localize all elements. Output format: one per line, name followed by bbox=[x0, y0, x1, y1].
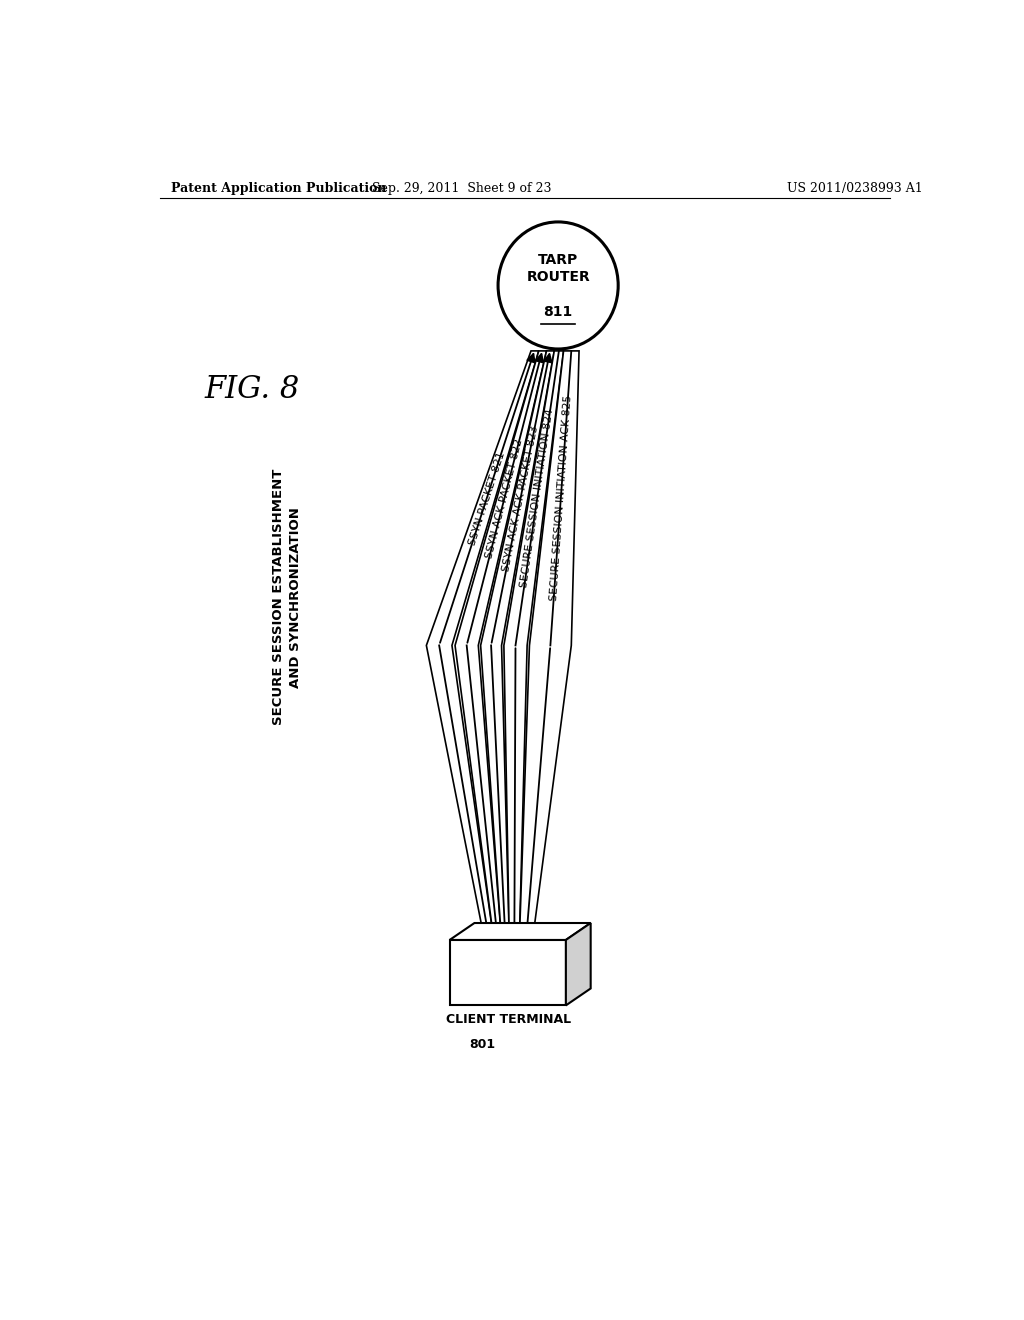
Text: 811: 811 bbox=[544, 305, 572, 319]
Text: Sep. 29, 2011  Sheet 9 of 23: Sep. 29, 2011 Sheet 9 of 23 bbox=[372, 182, 551, 194]
Text: Patent Application Publication: Patent Application Publication bbox=[171, 182, 386, 194]
Text: SECURE SESSION ESTABLISHMENT
AND SYNCHRONIZATION: SECURE SESSION ESTABLISHMENT AND SYNCHRO… bbox=[272, 469, 302, 726]
Polygon shape bbox=[519, 351, 579, 940]
Text: SSYN PACKET 821: SSYN PACKET 821 bbox=[467, 450, 507, 546]
Polygon shape bbox=[450, 923, 591, 940]
Polygon shape bbox=[480, 351, 554, 940]
Bar bbox=[450, 940, 566, 1006]
Text: SSYN ACK ACK PACKET 823: SSYN ACK ACK PACKET 823 bbox=[502, 424, 541, 572]
Polygon shape bbox=[455, 351, 547, 940]
Polygon shape bbox=[566, 923, 591, 1006]
Text: US 2011/0238993 A1: US 2011/0238993 A1 bbox=[786, 182, 923, 194]
Ellipse shape bbox=[498, 222, 618, 348]
Text: CLIENT TERMINAL: CLIENT TERMINAL bbox=[445, 1014, 570, 1026]
Text: SECURE SESSION INITIATION 824: SECURE SESSION INITIATION 824 bbox=[519, 408, 555, 589]
Polygon shape bbox=[426, 351, 539, 940]
Text: TARP
ROUTER: TARP ROUTER bbox=[526, 253, 590, 284]
Text: SECURE SESSION INITIATION ACK 825: SECURE SESSION INITIATION ACK 825 bbox=[549, 395, 573, 602]
Polygon shape bbox=[504, 351, 563, 940]
Text: FIG. 8: FIG. 8 bbox=[205, 374, 300, 405]
Text: 801: 801 bbox=[469, 1038, 496, 1051]
Text: SSYN ACK PACKET 822: SSYN ACK PACKET 822 bbox=[484, 437, 524, 560]
